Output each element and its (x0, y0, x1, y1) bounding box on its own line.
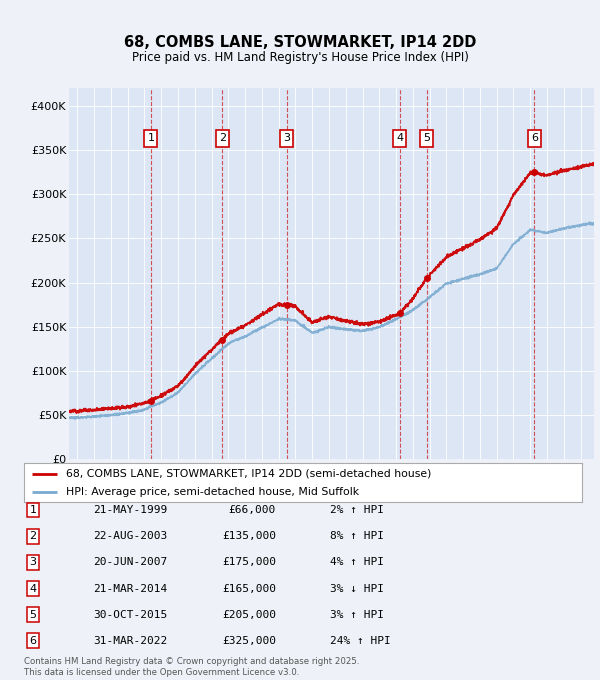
Text: 68, COMBS LANE, STOWMARKET, IP14 2DD (semi-detached house): 68, COMBS LANE, STOWMARKET, IP14 2DD (se… (66, 469, 431, 479)
Text: 1: 1 (148, 133, 154, 143)
Text: £175,000: £175,000 (222, 558, 276, 567)
Text: HPI: Average price, semi-detached house, Mid Suffolk: HPI: Average price, semi-detached house,… (66, 487, 359, 497)
Text: 2: 2 (29, 531, 37, 541)
Text: 24% ↑ HPI: 24% ↑ HPI (330, 636, 391, 646)
Text: 68, COMBS LANE, STOWMARKET, IP14 2DD: 68, COMBS LANE, STOWMARKET, IP14 2DD (124, 35, 476, 50)
Text: Price paid vs. HM Land Registry's House Price Index (HPI): Price paid vs. HM Land Registry's House … (131, 50, 469, 64)
Text: 21-MAR-2014: 21-MAR-2014 (93, 583, 167, 594)
Text: 30-OCT-2015: 30-OCT-2015 (93, 610, 167, 619)
Text: 22-AUG-2003: 22-AUG-2003 (93, 531, 167, 541)
Text: 2% ↑ HPI: 2% ↑ HPI (330, 505, 384, 515)
Text: 1: 1 (29, 505, 37, 515)
Text: £325,000: £325,000 (222, 636, 276, 646)
Text: 3: 3 (29, 558, 37, 567)
Text: 4: 4 (396, 133, 403, 143)
Text: 8% ↑ HPI: 8% ↑ HPI (330, 531, 384, 541)
Text: 6: 6 (29, 636, 37, 646)
Text: 4: 4 (29, 583, 37, 594)
Text: Contains HM Land Registry data © Crown copyright and database right 2025.
This d: Contains HM Land Registry data © Crown c… (24, 657, 359, 677)
Text: 6: 6 (531, 133, 538, 143)
Text: 3% ↑ HPI: 3% ↑ HPI (330, 610, 384, 619)
Text: £135,000: £135,000 (222, 531, 276, 541)
Text: 3% ↓ HPI: 3% ↓ HPI (330, 583, 384, 594)
Text: 5: 5 (423, 133, 430, 143)
Text: 20-JUN-2007: 20-JUN-2007 (93, 558, 167, 567)
Text: 4% ↑ HPI: 4% ↑ HPI (330, 558, 384, 567)
Text: 31-MAR-2022: 31-MAR-2022 (93, 636, 167, 646)
Text: 21-MAY-1999: 21-MAY-1999 (93, 505, 167, 515)
Text: 5: 5 (29, 610, 37, 619)
Text: 3: 3 (283, 133, 290, 143)
Text: £205,000: £205,000 (222, 610, 276, 619)
Text: £165,000: £165,000 (222, 583, 276, 594)
Text: 2: 2 (219, 133, 226, 143)
Text: £66,000: £66,000 (229, 505, 276, 515)
